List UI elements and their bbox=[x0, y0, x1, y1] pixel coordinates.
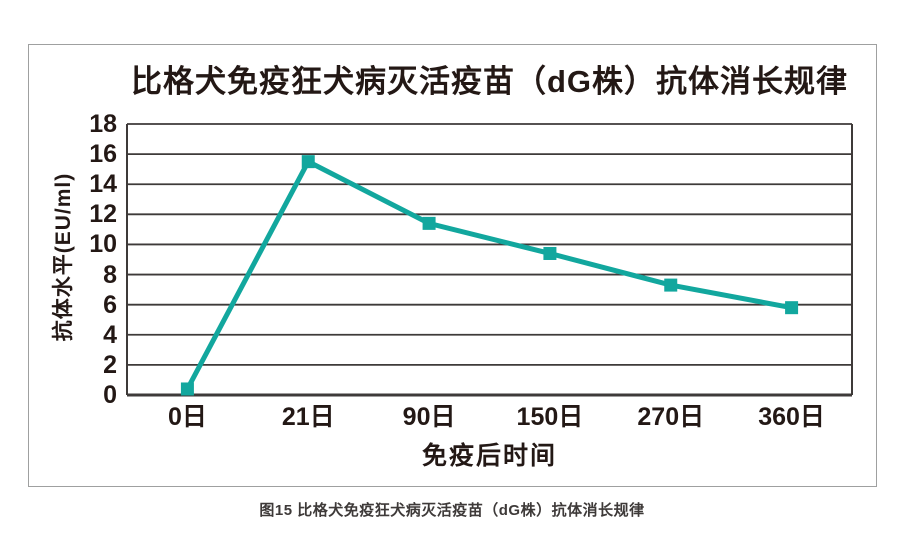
y-tick-label: 12 bbox=[89, 200, 117, 229]
x-tick-label: 21日 bbox=[281, 403, 335, 431]
y-tick-label: 4 bbox=[103, 320, 117, 349]
x-tick-label: 360日 bbox=[758, 403, 825, 431]
data-point-marker bbox=[664, 278, 678, 292]
figure-frame bbox=[28, 44, 877, 487]
y-tick-label: 16 bbox=[89, 140, 117, 169]
data-line bbox=[185, 158, 793, 391]
figure-caption: 图15 比格犬免疫狂犬病灭活疫苗（dG株）抗体消长规律 bbox=[259, 502, 645, 519]
x-axis-title: 免疫后时间 bbox=[421, 442, 557, 470]
y-tick-label: 0 bbox=[103, 381, 117, 409]
x-tick-label: 90日 bbox=[402, 403, 456, 431]
data-point-marker bbox=[180, 382, 194, 396]
y-tick-label: 2 bbox=[103, 350, 117, 379]
x-tick-label: 270日 bbox=[637, 403, 705, 431]
y-tick-label: 18 bbox=[89, 110, 117, 138]
data-point-marker bbox=[422, 216, 436, 230]
y-tick-label: 6 bbox=[103, 290, 117, 319]
y-tick-label: 8 bbox=[103, 260, 117, 289]
y-tick-label: 10 bbox=[89, 230, 117, 259]
x-tick-label: 150日 bbox=[516, 403, 584, 431]
data-point-marker bbox=[785, 301, 799, 315]
data-point-marker bbox=[301, 155, 315, 169]
y-tick-label: 14 bbox=[89, 170, 117, 199]
chart-title: 比格犬免疫狂犬病灭活疫苗（dG株）抗体消长规律 bbox=[130, 64, 849, 99]
data-point-marker bbox=[543, 246, 557, 260]
x-tick-label: 0日 bbox=[167, 403, 207, 431]
